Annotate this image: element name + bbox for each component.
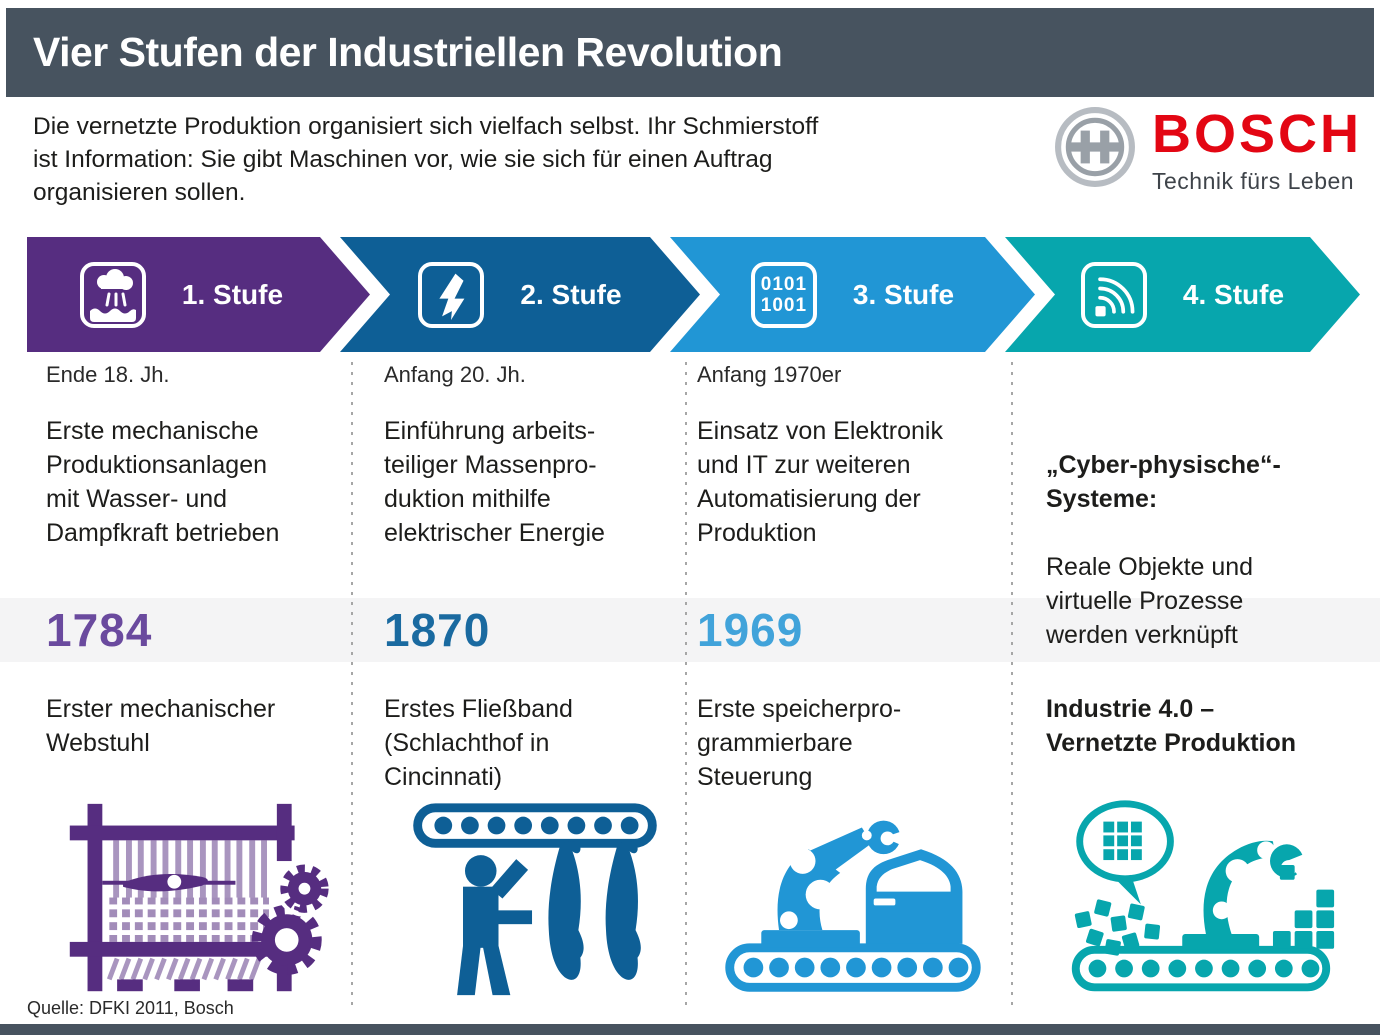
gear-small xyxy=(280,864,329,913)
stage1-description: Erste mechanische Produktionsanlagen mit… xyxy=(46,417,280,547)
stage3-milestone: Erste speicherpro- grammierbare Steuerun… xyxy=(697,695,902,791)
stage4-description-body: Reale Objekte und virtuelle Prozesse wer… xyxy=(1046,553,1254,649)
conveyor-belt xyxy=(725,943,981,992)
networked-production-illustration xyxy=(1058,794,1342,1006)
stage1-milestone: Erster mechanischer Webstuhl xyxy=(46,695,276,757)
stage4-milestone: Industrie 4.0 – Vernetzte Produktion xyxy=(1046,695,1297,757)
column-divider xyxy=(1011,362,1013,1010)
stage2-year: 1870 xyxy=(384,604,491,656)
robot-arm-car-door-illustration xyxy=(710,794,994,1006)
hanging-carcass xyxy=(548,840,584,980)
stage-banner-row: 1. Stufe 2. Stufe 0101 1001 3. Stufe xyxy=(0,237,1380,352)
slaughterhouse-conveyor-illustration xyxy=(392,794,676,1006)
banner-stage-1: 1. Stufe xyxy=(27,237,370,352)
source-credit: Quelle: DFKI 2011, Bosch xyxy=(27,998,234,1018)
page-title: Vier Stufen der Industriellen Revolution xyxy=(33,29,783,75)
hanging-carcass xyxy=(605,840,641,980)
mechanical-loom-illustration xyxy=(54,794,338,1006)
stage1-year: 1784 xyxy=(46,604,153,656)
speech-bubble xyxy=(1076,800,1174,905)
robot-arm xyxy=(761,820,909,948)
brand-tagline: Technik fürs Leben xyxy=(1152,168,1355,194)
header-bar: Vier Stufen der Industriellen Revolution xyxy=(6,8,1374,97)
year-band xyxy=(0,598,1380,662)
brand-name: BOSCH xyxy=(1152,104,1363,164)
stage2-description: Einführung arbeits- teiliger Massenpro- … xyxy=(384,417,605,547)
banner-label-4: 4. Stufe xyxy=(1182,278,1285,310)
bosch-logo: BOSCH Technik fürs Leben xyxy=(1054,106,1362,195)
bosch-wordmark: BOSCH Technik fürs Leben xyxy=(1152,106,1362,195)
worker-figure xyxy=(457,855,533,996)
column-divider xyxy=(685,362,687,1010)
banner-stage-4: 4. Stufe xyxy=(1005,237,1360,352)
footer-bar xyxy=(0,1024,1380,1035)
banner-stage-2: 2. Stufe xyxy=(340,237,700,352)
stage2-date: Anfang 20. Jh. xyxy=(384,362,526,387)
column-divider xyxy=(351,362,353,1010)
banner-label-1: 1. Stufe xyxy=(181,278,284,310)
gear-large xyxy=(251,904,322,975)
banner-label-3: 3. Stufe xyxy=(852,278,955,310)
conveyor-belt xyxy=(1071,945,1331,992)
stage2-milestone: Erstes Fließband (Schlachthof in Cincinn… xyxy=(384,695,573,791)
robot-arm xyxy=(1182,840,1309,950)
bosch-anchor-symbol-icon xyxy=(1055,107,1135,187)
overhead-rail xyxy=(413,803,657,848)
loom-shuttle xyxy=(123,873,208,892)
intro-text: Die vernetzte Produktion organisiert sic… xyxy=(33,113,819,206)
binary-code-text: 0101 1001 xyxy=(760,273,808,316)
stage3-year: 1969 xyxy=(697,604,804,656)
banner-label-2: 2. Stufe xyxy=(520,278,622,310)
car-door xyxy=(865,849,963,944)
stage4-description-title: „Cyber-physische“- Systeme: xyxy=(1046,451,1281,513)
stage1-date: Ende 18. Jh. xyxy=(46,362,170,387)
steam-engine-icon xyxy=(80,262,146,328)
binary-code-icon: 0101 1001 xyxy=(751,262,817,328)
stage3-description: Einsatz von Elektronik und IT zur weiter… xyxy=(697,417,943,547)
stage3-date: Anfang 1970er xyxy=(697,362,842,387)
scattered-cubes xyxy=(1074,899,1161,956)
connectivity-icon xyxy=(1081,262,1147,328)
stage4-description: „Cyber-physische“- Systeme: Reale Objekt… xyxy=(1046,414,1281,652)
electricity-icon xyxy=(418,262,484,328)
stacked-cubes xyxy=(1272,889,1335,949)
banner-stage-3: 0101 1001 3. Stufe xyxy=(670,237,1035,352)
